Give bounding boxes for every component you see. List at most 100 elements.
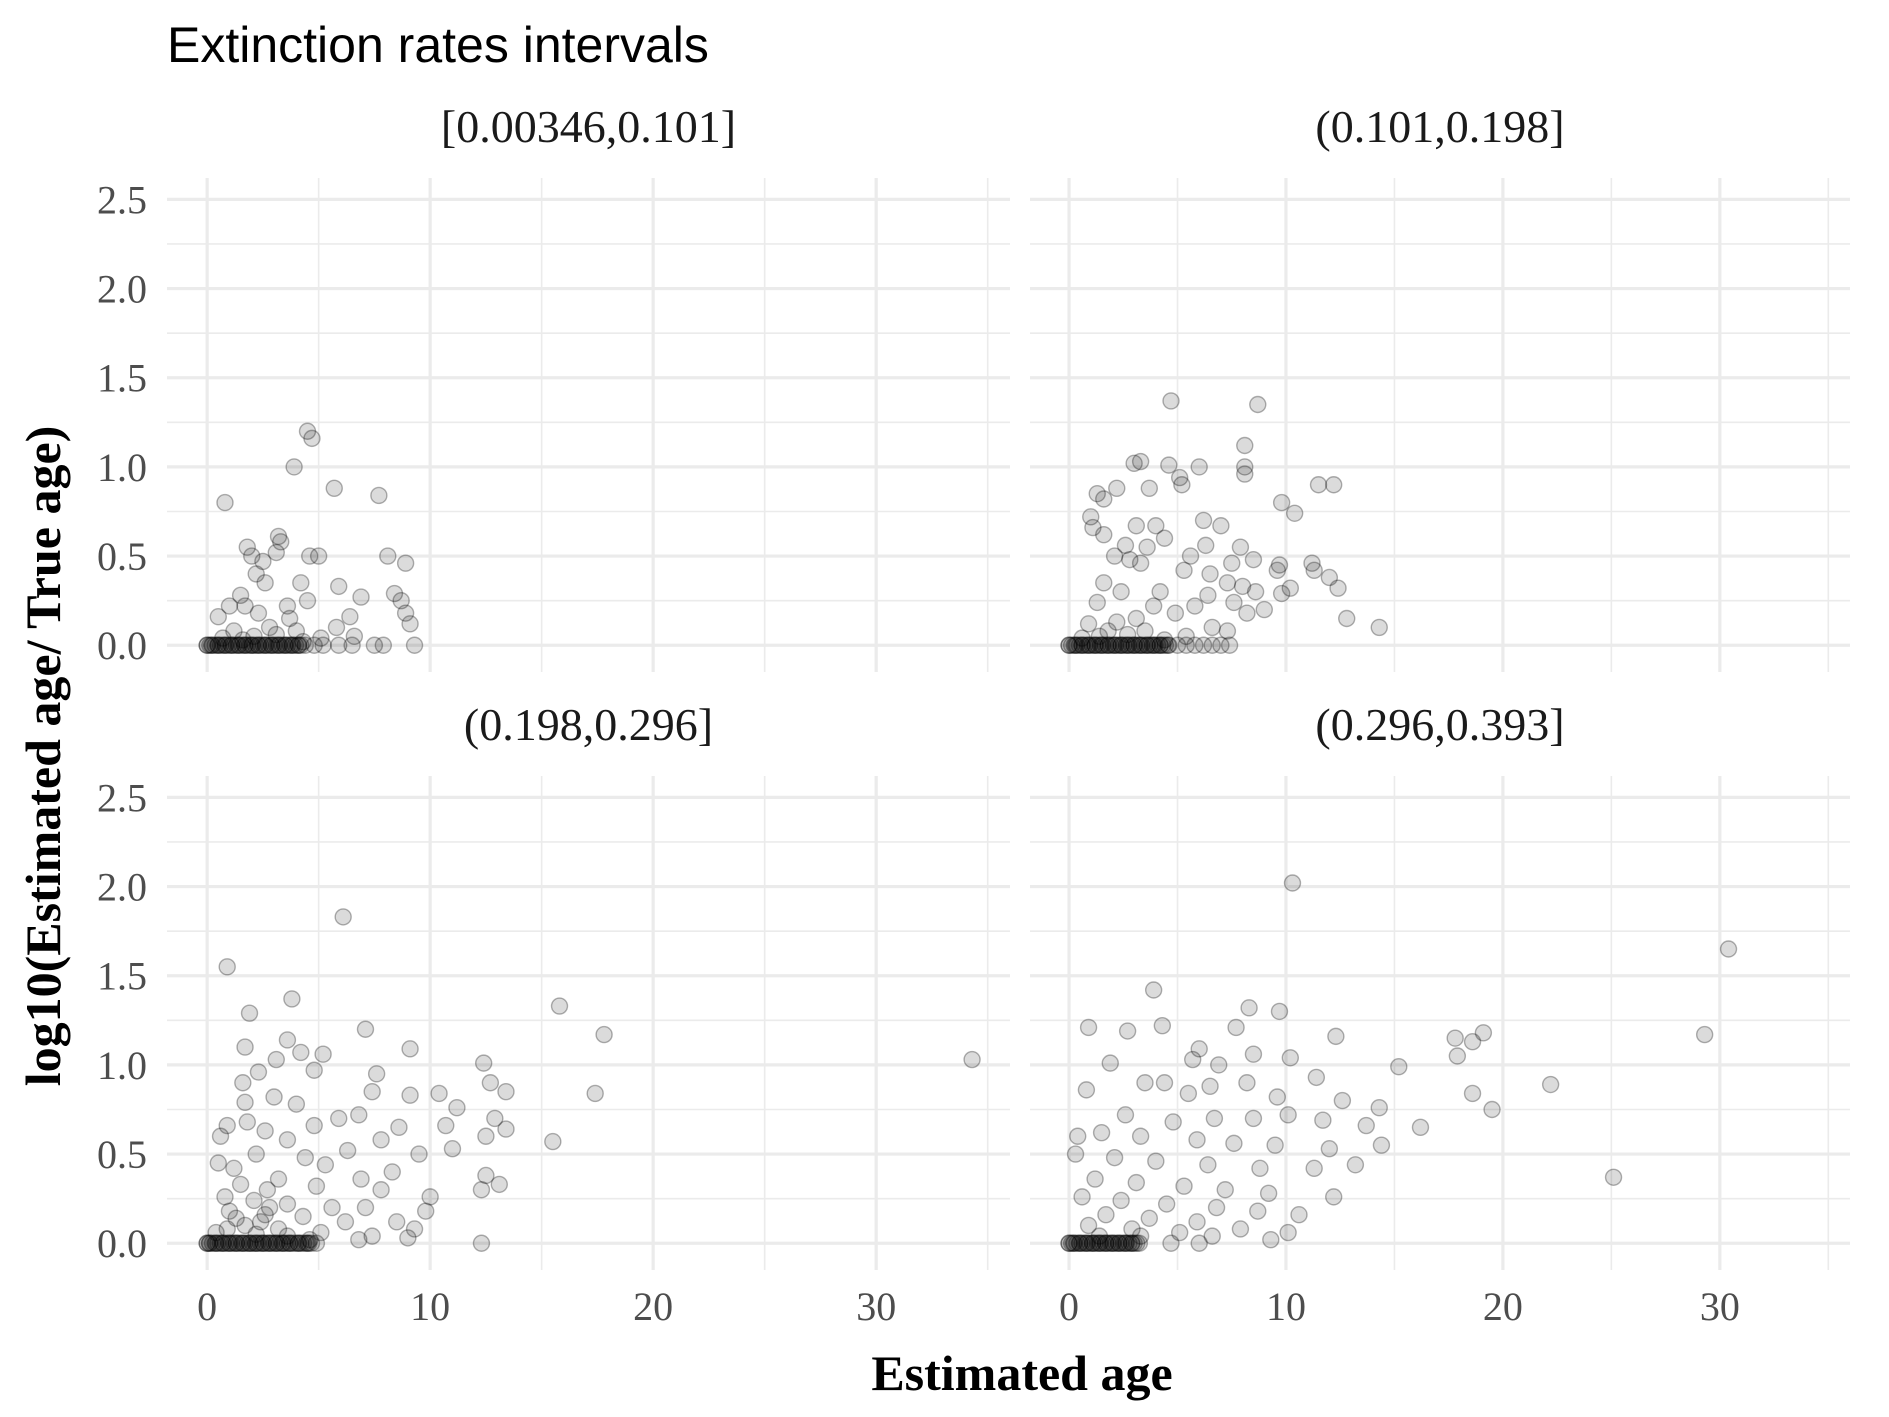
data-point xyxy=(1259,1184,1278,1203)
data-point xyxy=(1153,1016,1172,1035)
data-point xyxy=(257,1234,275,1252)
data-point xyxy=(1131,636,1150,654)
data-point xyxy=(1125,454,1143,473)
data-point xyxy=(207,1234,225,1252)
data-point xyxy=(1177,636,1195,654)
data-point xyxy=(1131,554,1150,572)
data-point xyxy=(1372,1136,1391,1154)
data-point xyxy=(1079,1018,1098,1037)
data-point xyxy=(437,1116,455,1135)
data-point xyxy=(209,636,227,654)
data-point xyxy=(330,577,348,596)
data-point xyxy=(198,636,216,654)
data-point xyxy=(1091,636,1109,654)
data-point xyxy=(1088,593,1106,612)
data-point xyxy=(1092,636,1111,654)
data-point xyxy=(352,1170,370,1188)
data-point xyxy=(1066,1145,1085,1163)
y-tick-label: 0.5 xyxy=(97,534,147,579)
data-point xyxy=(1157,1195,1176,1213)
data-point xyxy=(474,1054,493,1072)
data-point xyxy=(243,547,261,565)
data-point xyxy=(294,1234,313,1252)
data-point xyxy=(1123,1234,1141,1252)
data-point xyxy=(1140,479,1159,498)
data-point xyxy=(1144,636,1163,654)
data-point xyxy=(278,1131,297,1149)
data-point xyxy=(218,1220,236,1238)
data-point xyxy=(307,1177,326,1195)
data-point xyxy=(1088,636,1107,654)
data-point xyxy=(1181,547,1200,565)
data-point xyxy=(401,1086,419,1104)
data-point xyxy=(1128,636,1146,654)
data-point xyxy=(1079,1216,1098,1235)
y-tick-label: 1.0 xyxy=(97,1043,147,1088)
data-point xyxy=(1088,1234,1107,1252)
y-tick-label: 2.0 xyxy=(97,267,147,312)
data-point xyxy=(286,1234,305,1252)
data-point xyxy=(254,1234,272,1252)
data-point xyxy=(241,636,259,654)
data-point xyxy=(296,1148,314,1167)
data-point xyxy=(276,636,294,654)
data-point xyxy=(1094,636,1112,654)
data-point xyxy=(586,1084,604,1103)
data-point xyxy=(249,636,267,654)
data-point xyxy=(1218,574,1237,592)
data-point xyxy=(251,1234,270,1252)
data-point xyxy=(550,997,569,1015)
data-point xyxy=(227,1234,246,1252)
data-point xyxy=(1194,636,1213,654)
data-point xyxy=(1188,1213,1206,1231)
data-point xyxy=(497,1120,515,1138)
data-point xyxy=(316,1156,335,1174)
data-point xyxy=(211,1234,230,1252)
data-point xyxy=(233,636,251,654)
data-point xyxy=(1370,1099,1388,1117)
data-point xyxy=(1320,1140,1339,1158)
data-point xyxy=(1117,1234,1136,1252)
data-point xyxy=(286,636,305,654)
data-point xyxy=(1695,1025,1714,1044)
data-point xyxy=(276,1234,294,1252)
data-point xyxy=(481,1074,500,1092)
data-point xyxy=(490,1175,508,1194)
data-point xyxy=(1082,508,1100,526)
data-point xyxy=(1090,1234,1109,1252)
data-point xyxy=(1162,392,1180,410)
data-point xyxy=(963,1050,981,1069)
y-tick-label: 1.5 xyxy=(97,356,147,401)
data-point xyxy=(1141,636,1159,654)
data-point xyxy=(292,1043,310,1062)
data-point xyxy=(227,1234,245,1252)
data-point xyxy=(251,636,270,654)
data-point xyxy=(214,1234,232,1252)
data-point xyxy=(1073,1188,1091,1206)
data-point xyxy=(243,636,262,654)
data-point xyxy=(1073,636,1091,654)
data-point xyxy=(217,636,235,654)
data-point xyxy=(1101,636,1120,654)
data-point xyxy=(254,552,272,571)
data-point xyxy=(1225,593,1243,612)
data-point xyxy=(260,1198,279,1217)
data-point xyxy=(302,1234,321,1252)
data-point xyxy=(1201,1077,1219,1096)
facet-panel: (0.296,0.393] 0 10 20 30 xyxy=(1030,699,1850,1329)
data-point xyxy=(243,1234,262,1252)
data-point xyxy=(229,636,248,654)
data-point xyxy=(1244,1109,1263,1128)
data-point xyxy=(1086,1170,1104,1188)
data-point xyxy=(1136,1074,1154,1092)
zero-row-points xyxy=(1060,636,1177,654)
x-tick-label: 0 xyxy=(1059,1284,1079,1329)
data-point xyxy=(218,958,236,976)
data-point xyxy=(388,1213,406,1231)
data-point xyxy=(1290,1206,1308,1224)
data-point xyxy=(1112,636,1130,654)
data-point xyxy=(287,622,306,640)
data-point xyxy=(1225,1134,1243,1153)
data-point xyxy=(238,538,256,556)
